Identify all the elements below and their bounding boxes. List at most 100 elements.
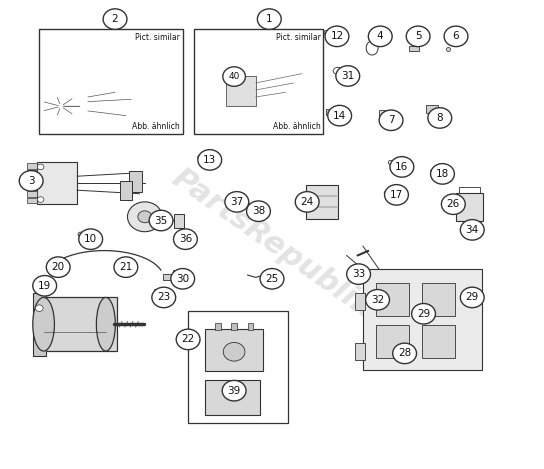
Circle shape	[393, 343, 417, 363]
Circle shape	[295, 192, 319, 212]
Bar	[174, 271, 183, 277]
Text: 30: 30	[176, 274, 189, 284]
Text: 25: 25	[265, 274, 279, 284]
Text: 18: 18	[436, 169, 449, 179]
Circle shape	[149, 210, 173, 231]
Bar	[379, 110, 389, 118]
Text: 19: 19	[38, 281, 51, 291]
Circle shape	[174, 229, 197, 250]
Bar	[188, 311, 288, 424]
Text: 8: 8	[436, 113, 443, 123]
Circle shape	[19, 171, 43, 191]
Circle shape	[460, 287, 484, 308]
Bar	[36, 162, 77, 204]
Bar	[174, 214, 184, 228]
Text: 26: 26	[447, 199, 460, 209]
Circle shape	[444, 26, 468, 46]
Text: 13: 13	[203, 155, 217, 165]
Circle shape	[223, 342, 245, 361]
Bar	[128, 171, 142, 192]
Circle shape	[441, 194, 465, 214]
Bar	[27, 163, 36, 168]
Text: 17: 17	[390, 190, 403, 200]
Circle shape	[406, 26, 430, 46]
Bar	[163, 274, 172, 280]
Text: 10: 10	[84, 234, 97, 244]
Circle shape	[114, 257, 138, 277]
Circle shape	[336, 66, 360, 86]
Text: 31: 31	[341, 71, 354, 81]
Text: 6: 6	[453, 31, 459, 41]
Bar	[423, 325, 455, 358]
Circle shape	[225, 192, 249, 212]
Text: 14: 14	[333, 111, 347, 121]
Circle shape	[103, 9, 127, 30]
Text: 32: 32	[371, 295, 384, 305]
Text: 3: 3	[28, 176, 34, 186]
Circle shape	[223, 67, 245, 86]
Text: 23: 23	[157, 293, 170, 303]
Circle shape	[246, 201, 270, 221]
Text: 20: 20	[52, 262, 65, 272]
Circle shape	[379, 110, 403, 130]
Bar	[456, 193, 483, 220]
Bar	[42, 280, 52, 286]
Text: Pict. similar: Pict. similar	[135, 33, 180, 42]
Circle shape	[38, 197, 44, 202]
Bar	[363, 270, 482, 370]
FancyBboxPatch shape	[206, 329, 263, 371]
Circle shape	[222, 380, 246, 401]
Circle shape	[368, 26, 392, 46]
Circle shape	[412, 303, 435, 324]
Ellipse shape	[33, 297, 54, 351]
Circle shape	[33, 275, 57, 296]
Circle shape	[460, 219, 484, 240]
Circle shape	[46, 257, 70, 277]
Text: 36: 36	[179, 234, 192, 244]
Ellipse shape	[96, 297, 115, 351]
Circle shape	[347, 264, 370, 284]
Text: 40: 40	[228, 72, 240, 81]
Text: 39: 39	[227, 386, 241, 396]
Circle shape	[79, 229, 103, 250]
Text: 22: 22	[182, 334, 195, 344]
Bar	[27, 198, 36, 204]
Bar	[376, 325, 409, 358]
Bar	[27, 184, 36, 189]
Circle shape	[257, 9, 281, 30]
FancyBboxPatch shape	[306, 185, 338, 219]
Circle shape	[35, 305, 43, 311]
Text: 12: 12	[330, 31, 344, 41]
Bar	[355, 343, 364, 360]
Circle shape	[325, 26, 349, 46]
Bar	[215, 323, 220, 330]
Text: 5: 5	[415, 31, 422, 41]
Circle shape	[428, 108, 452, 128]
Bar	[231, 323, 237, 330]
Text: 29: 29	[417, 309, 430, 319]
Text: 33: 33	[352, 269, 365, 279]
Bar	[355, 293, 364, 310]
Text: 29: 29	[466, 293, 479, 303]
Bar	[423, 283, 455, 316]
Bar	[154, 289, 161, 295]
Circle shape	[327, 106, 351, 126]
Circle shape	[38, 164, 44, 170]
Bar	[410, 45, 419, 51]
Bar	[248, 323, 253, 330]
Text: 38: 38	[252, 206, 265, 216]
Circle shape	[171, 269, 195, 289]
Text: 28: 28	[398, 348, 411, 358]
Bar	[162, 292, 169, 298]
Bar	[226, 76, 256, 106]
Bar	[194, 30, 324, 134]
Bar	[27, 170, 36, 175]
Circle shape	[431, 164, 454, 184]
Bar	[120, 182, 132, 200]
Text: 35: 35	[154, 216, 168, 226]
Circle shape	[198, 150, 221, 170]
Text: 34: 34	[466, 225, 479, 235]
Text: 2: 2	[112, 14, 119, 24]
Text: 7: 7	[388, 115, 394, 125]
Text: Pict. similar: Pict. similar	[276, 33, 321, 42]
